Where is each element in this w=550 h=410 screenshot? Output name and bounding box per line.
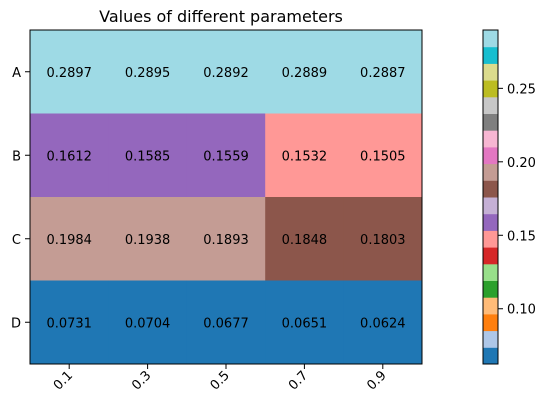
colorbar-tick-label: 0.25: [507, 82, 536, 97]
colorbar-swatch: [483, 146, 498, 165]
cell-value-label: 0.2889: [282, 66, 328, 81]
cell-value-label: 0.1612: [46, 149, 92, 164]
x-tick-label: 0.3: [129, 368, 154, 393]
heatmap-cell: [108, 30, 188, 114]
cell-value-label: 0.1848: [282, 233, 328, 248]
colorbar-swatch: [483, 247, 498, 265]
heatmap-cell: [343, 113, 423, 198]
heatmap-cell: [186, 113, 266, 198]
colorbar-tick-label: 0.10: [507, 303, 536, 318]
heatmap-cell: [265, 113, 345, 198]
colorbar-swatch: [483, 230, 498, 248]
heatmap-cell: [30, 113, 109, 198]
heatmap-cell: [265, 197, 345, 281]
heatmap-cell: [186, 197, 266, 281]
cell-value-label: 0.0651: [282, 316, 328, 331]
x-tick-label: 0.5: [208, 368, 233, 393]
cell-value-label: 0.0704: [125, 316, 171, 331]
x-axis: 0.1 0.3 0.5 0.7 0.9: [51, 364, 390, 393]
cell-value-label: 0.2895: [125, 66, 171, 81]
y-axis: A B C D: [11, 66, 30, 331]
colorbar-frame: [482, 29, 499, 365]
y-tick-label: C: [12, 233, 21, 248]
heatmap-cell: [343, 30, 423, 114]
colorbar-swatch: [483, 313, 498, 332]
cell-value-label: 0.1559: [203, 149, 249, 164]
cell-value-label: 0.1938: [125, 233, 171, 248]
cell-value-label: 0.1505: [360, 149, 406, 164]
cell-value-label: 0.1984: [46, 233, 92, 248]
heatmap-cell: [186, 280, 266, 365]
x-tick-label: 0.9: [364, 368, 389, 393]
heatmap-cell: [108, 197, 188, 281]
colorbar-swatch: [483, 213, 498, 231]
colorbar-swatch: [483, 163, 498, 181]
heatmap-cell: [108, 113, 188, 198]
x-tick-label: 0.1: [51, 368, 76, 393]
colorbar-swatch: [483, 347, 498, 365]
cell-value-label: 0.1532: [282, 149, 328, 164]
x-tick-label: 0.7: [286, 368, 311, 393]
colorbar-swatch: [483, 297, 498, 315]
colorbar-swatch: [483, 180, 498, 198]
heatmap-cell: [186, 30, 266, 114]
colorbar-swatch: [483, 197, 498, 215]
colorbar-swatch: [483, 46, 498, 64]
cell-value-label: 0.2887: [360, 66, 406, 81]
heatmap-cell: [108, 280, 188, 365]
heatmap-cell: [265, 280, 345, 365]
heatmap-cell: [265, 30, 345, 114]
heatmap-cell: [30, 280, 109, 365]
cell-value-label: 0.2897: [46, 66, 92, 81]
cell-value-label: 0.1893: [203, 233, 249, 248]
y-tick-label: A: [12, 66, 21, 81]
colorbar-swatch: [483, 130, 498, 148]
heatmap-cell: [343, 197, 423, 281]
y-tick-label: D: [11, 316, 21, 331]
colorbar-tick-label: 0.15: [507, 229, 536, 244]
colorbar-swatch: [483, 330, 498, 348]
colorbar-swatch: [483, 30, 498, 48]
colorbar-swatch: [483, 280, 498, 298]
cell-value-label: 0.2892: [203, 66, 249, 81]
heatmap-cells: 0.2897 0.2895 0.2892 0.2889 0.2887 0.1612 0.15…: [30, 30, 423, 365]
cell-value-label: 0.0677: [203, 316, 249, 331]
colorbar-tick-label: 0.20: [507, 156, 536, 171]
heatmap-cell: [30, 197, 109, 281]
y-tick-label: B: [12, 149, 21, 164]
colorbar-swatch: [483, 63, 498, 81]
colorbar-swatch: [483, 80, 498, 98]
heatmap-cell: [343, 280, 423, 365]
heatmap-cell: [30, 30, 109, 114]
cell-value-label: 0.1585: [125, 149, 171, 164]
cell-value-label: 0.0624: [360, 316, 406, 331]
cell-value-label: 0.0731: [46, 316, 92, 331]
colorbar: 0.10 0.15 0.20 0.25: [482, 29, 536, 365]
colorbar-swatch: [483, 96, 498, 114]
colorbar-swatch: [483, 113, 498, 131]
colorbar-swatch: [483, 263, 498, 281]
cell-value-label: 0.1803: [360, 233, 406, 248]
chart-title: Values of different parameters: [99, 7, 343, 26]
